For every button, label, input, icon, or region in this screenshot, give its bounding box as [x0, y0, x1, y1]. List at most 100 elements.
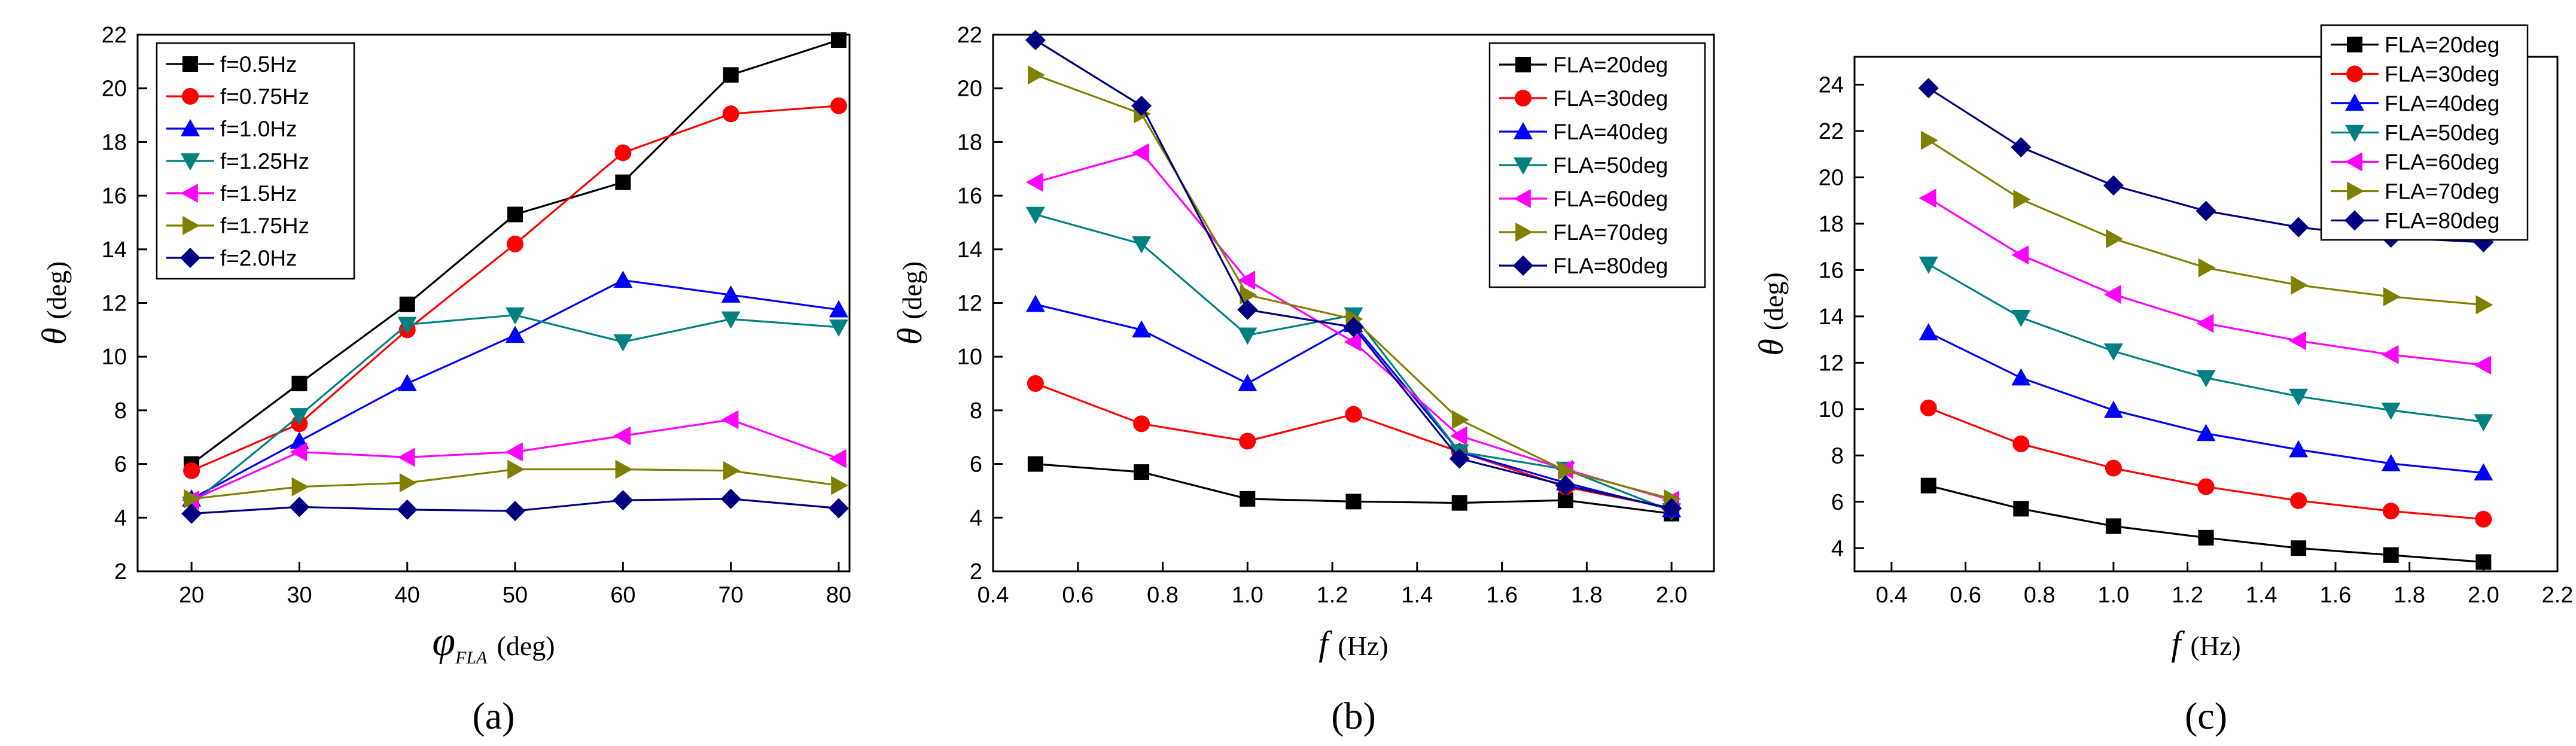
legend-marker [1515, 223, 1533, 242]
data-point [1451, 410, 1469, 430]
legend-marker [1515, 57, 1531, 72]
data-point [1920, 130, 1938, 150]
y-tick-label: 8 [970, 398, 982, 424]
data-point [291, 376, 307, 392]
data-point [1344, 332, 1362, 352]
x-tick-label: 40 [395, 583, 420, 608]
data-point [2291, 275, 2309, 295]
data-point [1027, 375, 1044, 392]
y-axis-symbol: θ [35, 328, 74, 345]
x-tick-label: 1.2 [1317, 583, 1348, 608]
x-axis-label: f (Hz) [2171, 624, 2240, 663]
legend-label: f=1.25Hz [220, 149, 309, 173]
series-2 [182, 270, 848, 507]
data-point [1131, 95, 1152, 116]
data-point [507, 459, 525, 479]
series-line [191, 314, 839, 506]
y-tick-label: 14 [102, 237, 127, 263]
y-tick-label: 18 [957, 130, 982, 155]
data-point [505, 501, 526, 522]
data-point [184, 489, 202, 509]
y-tick-label: 12 [957, 291, 982, 316]
data-point [1025, 172, 1043, 192]
panel-label: (a) [472, 695, 514, 737]
data-point [1239, 433, 1256, 450]
data-point [2289, 440, 2309, 458]
y-tick-label: 10 [102, 345, 127, 370]
data-point [720, 488, 741, 509]
legend-marker [1513, 255, 1533, 276]
x-tick-label: 0.4 [978, 583, 1009, 608]
data-point [1343, 316, 1364, 337]
series-line [1035, 382, 1672, 510]
y-tick-label: 10 [957, 345, 982, 370]
data-point [1133, 415, 1150, 433]
x-tick-label: 2.0 [2468, 583, 2499, 608]
y-tick-label: 14 [1819, 305, 1844, 330]
x-tick-label: 0.6 [1950, 583, 1981, 608]
legend-label: f=1.0Hz [220, 117, 297, 141]
data-point [2475, 554, 2492, 570]
series-6 [1025, 29, 1682, 519]
series-6 [181, 488, 849, 524]
data-point [830, 97, 847, 114]
data-point [2011, 137, 2032, 158]
data-point [1555, 475, 1576, 496]
data-point [2011, 310, 2031, 327]
y-tick-label: 4 [114, 506, 127, 531]
x-tick-label: 1.8 [2394, 583, 2425, 608]
x-tick-label: 50 [503, 583, 528, 608]
x-tick-label: 1.2 [2172, 583, 2203, 608]
data-point [2106, 229, 2123, 249]
data-point [506, 307, 525, 325]
x-tick-label: 1.4 [1401, 583, 1433, 608]
y-tick-label: 8 [114, 398, 127, 424]
y-tick-label: 18 [1819, 212, 1844, 237]
x-axis-symbol: φ [432, 619, 455, 665]
plot-frame [1853, 56, 2559, 573]
data-point [1025, 29, 1046, 50]
data-point [722, 105, 739, 123]
legend-marker [2345, 93, 2364, 111]
legend: FLA=20deg FLA=30deg FLA=40deg FLA=50deg FLA=… [2320, 24, 2529, 241]
data-point [1451, 495, 1467, 511]
series-4 [1919, 188, 2492, 375]
data-point [289, 497, 310, 517]
data-point [399, 473, 417, 492]
x-tick-label: 1.4 [2246, 583, 2277, 608]
data-point [613, 270, 633, 288]
data-point [2475, 510, 2492, 528]
y-tick-label: 12 [102, 291, 127, 316]
legend-marker [1514, 122, 1533, 139]
x-tick-label: 20 [179, 583, 204, 608]
data-point [2013, 190, 2031, 209]
data-point [2196, 370, 2216, 388]
y-axis-unit: (deg) [897, 261, 927, 319]
legend-label: FLA=70deg [1553, 220, 1668, 245]
chart-panel-a: 20 30 40 50 60 70 80246810121416182022f=0.5Hzf… [35, 23, 851, 737]
y-tick-label: 4 [970, 506, 982, 531]
series-0 [184, 32, 847, 472]
data-point [723, 67, 739, 83]
data-point [1132, 143, 1149, 163]
y-tick-label: 4 [1831, 536, 1844, 561]
legend-label: FLA=20deg [1553, 53, 1668, 77]
data-point [1028, 65, 1045, 85]
data-point [1920, 399, 1937, 416]
legend-label: FLA=20deg [2385, 33, 2499, 57]
data-point [291, 477, 309, 497]
data-point [1240, 285, 1257, 305]
x-tick-label: 0.6 [1062, 583, 1094, 608]
data-point [1918, 78, 1939, 99]
data-point [1450, 426, 1467, 446]
series-2 [1919, 322, 2493, 481]
data-point [399, 296, 415, 312]
legend-label: f=0.5Hz [220, 52, 297, 77]
legend-marker [2346, 65, 2363, 83]
data-point [290, 408, 309, 425]
series-1 [1920, 399, 2492, 528]
y-tick-label: 16 [1819, 258, 1844, 283]
data-point [2475, 295, 2493, 315]
data-point [181, 503, 202, 524]
